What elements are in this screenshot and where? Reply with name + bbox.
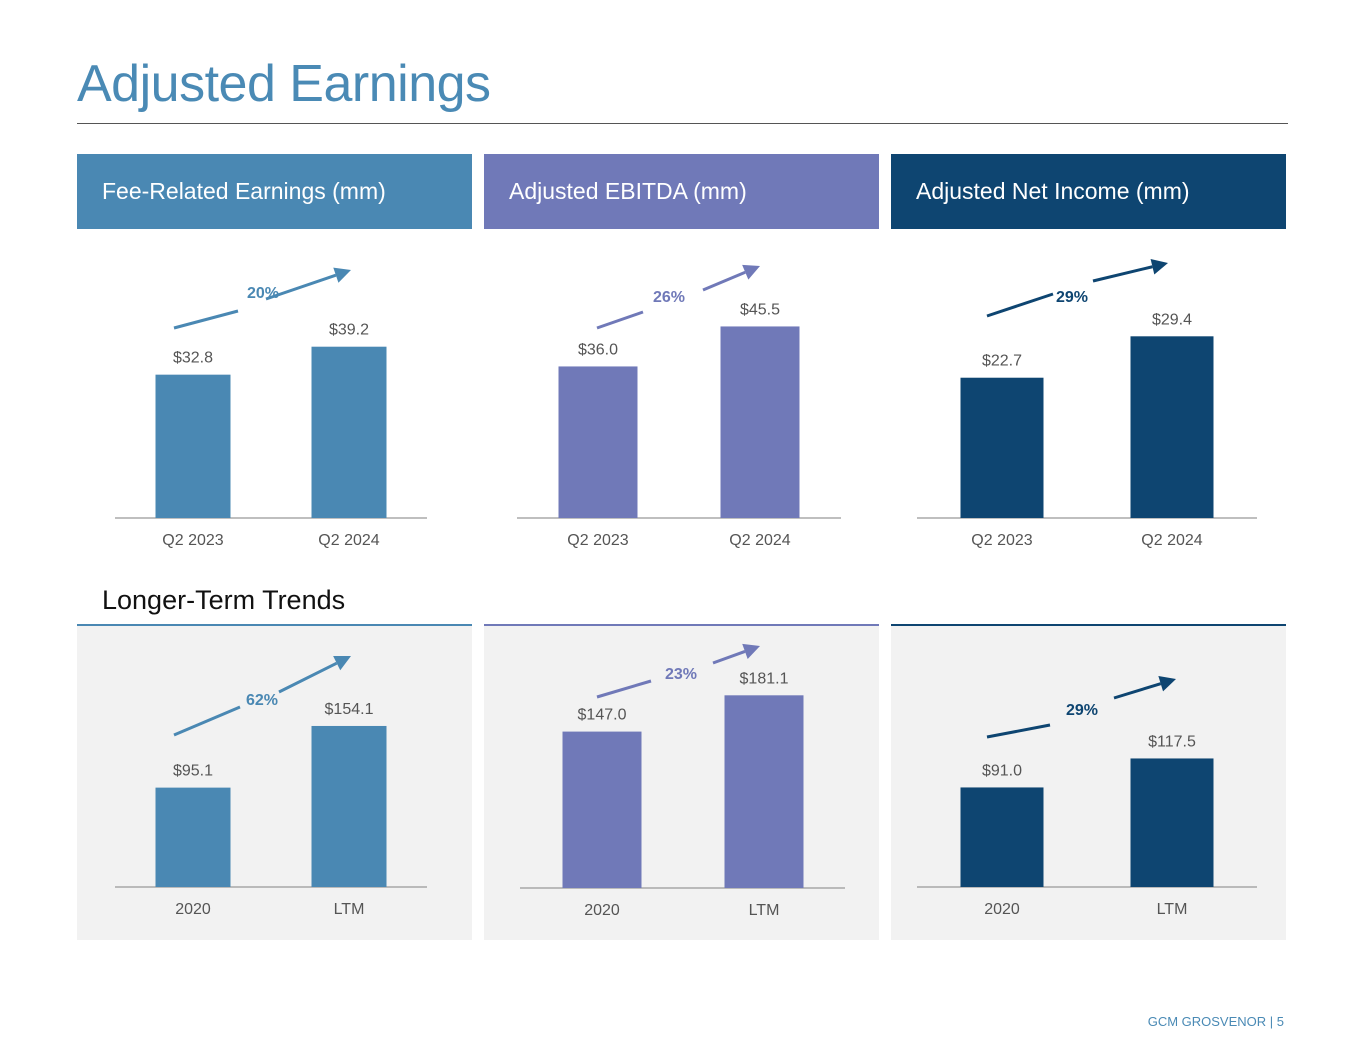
growth-arrow-tail bbox=[596, 679, 652, 699]
header-fee-related-earnings: Fee-Related Earnings (mm) bbox=[77, 154, 472, 229]
growth-arrow-shaft bbox=[278, 661, 338, 694]
growth-arrowhead bbox=[742, 643, 760, 659]
header-adjusted-ebitda: Adjusted EBITDA (mm) bbox=[484, 154, 879, 229]
bar-q2-2024 bbox=[720, 326, 800, 518]
bar-value-label: $154.1 bbox=[325, 701, 374, 718]
growth-percent-label: 29% bbox=[1066, 702, 1098, 719]
growth-arrow-tail bbox=[596, 310, 644, 330]
growth-arrow-shaft bbox=[265, 273, 337, 301]
x-tick-label: Q2 2023 bbox=[162, 532, 223, 549]
x-tick-label: Q2 2024 bbox=[729, 532, 790, 549]
bar-2020 bbox=[562, 731, 642, 888]
x-tick-label: Q2 2023 bbox=[971, 532, 1032, 549]
x-tick-label: Q2 2023 bbox=[567, 532, 628, 549]
bar-value-label: $22.7 bbox=[982, 353, 1022, 370]
growth-arrowhead bbox=[742, 264, 760, 280]
growth-percent-label: 29% bbox=[1056, 289, 1088, 306]
growth-arrow-shaft bbox=[1113, 682, 1162, 700]
growth-percent-label: 26% bbox=[653, 289, 685, 306]
bar-ltm bbox=[1130, 758, 1214, 887]
x-tick-label: LTM bbox=[334, 901, 365, 918]
growth-percent-label: 20% bbox=[247, 285, 279, 302]
x-tick-label: 2020 bbox=[984, 901, 1020, 918]
growth-arrowhead bbox=[1150, 258, 1168, 275]
bar-value-label: $117.5 bbox=[1148, 733, 1196, 750]
bar-value-label: $29.4 bbox=[1152, 311, 1192, 328]
bar-value-label: $36.0 bbox=[578, 341, 618, 358]
trend-panel-ebitda bbox=[484, 624, 879, 940]
x-tick-label: Q2 2024 bbox=[318, 532, 379, 549]
growth-arrow-tail bbox=[173, 705, 241, 737]
bar-q2-2023 bbox=[558, 366, 638, 518]
growth-arrowhead bbox=[333, 267, 351, 283]
x-tick-label: Q2 2024 bbox=[1141, 532, 1202, 549]
bar-q2-2024 bbox=[311, 346, 387, 518]
bar-value-label: $181.1 bbox=[740, 670, 789, 687]
bar-q2-2023 bbox=[960, 377, 1044, 518]
title-divider bbox=[77, 123, 1288, 124]
growth-arrow-tail bbox=[173, 309, 239, 330]
x-tick-label: 2020 bbox=[175, 901, 211, 918]
growth-arrowhead bbox=[333, 656, 351, 671]
bar-ltm bbox=[724, 695, 804, 888]
footer-page-label: GCM GROSVENOR | 5 bbox=[1147, 1014, 1284, 1029]
bar-value-label: $45.5 bbox=[740, 301, 780, 318]
header-adjusted-net-income: Adjusted Net Income (mm) bbox=[891, 154, 1286, 229]
bar-2020 bbox=[960, 787, 1044, 887]
bar-ltm bbox=[311, 725, 387, 887]
growth-arrow-tail bbox=[986, 292, 1054, 318]
growth-arrow-shaft bbox=[702, 270, 746, 292]
bar-2020 bbox=[155, 787, 231, 887]
bar-value-label: $32.8 bbox=[173, 350, 213, 367]
bar-q2-2024 bbox=[1130, 336, 1214, 518]
x-tick-label: LTM bbox=[1157, 901, 1188, 918]
growth-arrow-shaft bbox=[1092, 265, 1153, 283]
x-tick-label: LTM bbox=[749, 902, 780, 919]
bar-value-label: $147.0 bbox=[578, 707, 627, 724]
bar-value-label: $91.0 bbox=[982, 762, 1022, 779]
growth-arrowhead bbox=[1158, 676, 1176, 692]
page-title: Adjusted Earnings bbox=[77, 55, 491, 113]
growth-arrow-shaft bbox=[712, 650, 746, 665]
bar-q2-2023 bbox=[155, 374, 231, 518]
bar-value-label: $39.2 bbox=[329, 322, 369, 339]
growth-arrow-tail bbox=[986, 723, 1051, 739]
growth-percent-label: 62% bbox=[246, 692, 278, 709]
x-tick-label: 2020 bbox=[584, 902, 620, 919]
bar-value-label: $95.1 bbox=[173, 763, 213, 780]
section-title-longer-term-trends: Longer-Term Trends bbox=[102, 585, 346, 615]
growth-percent-label: 23% bbox=[665, 666, 697, 683]
